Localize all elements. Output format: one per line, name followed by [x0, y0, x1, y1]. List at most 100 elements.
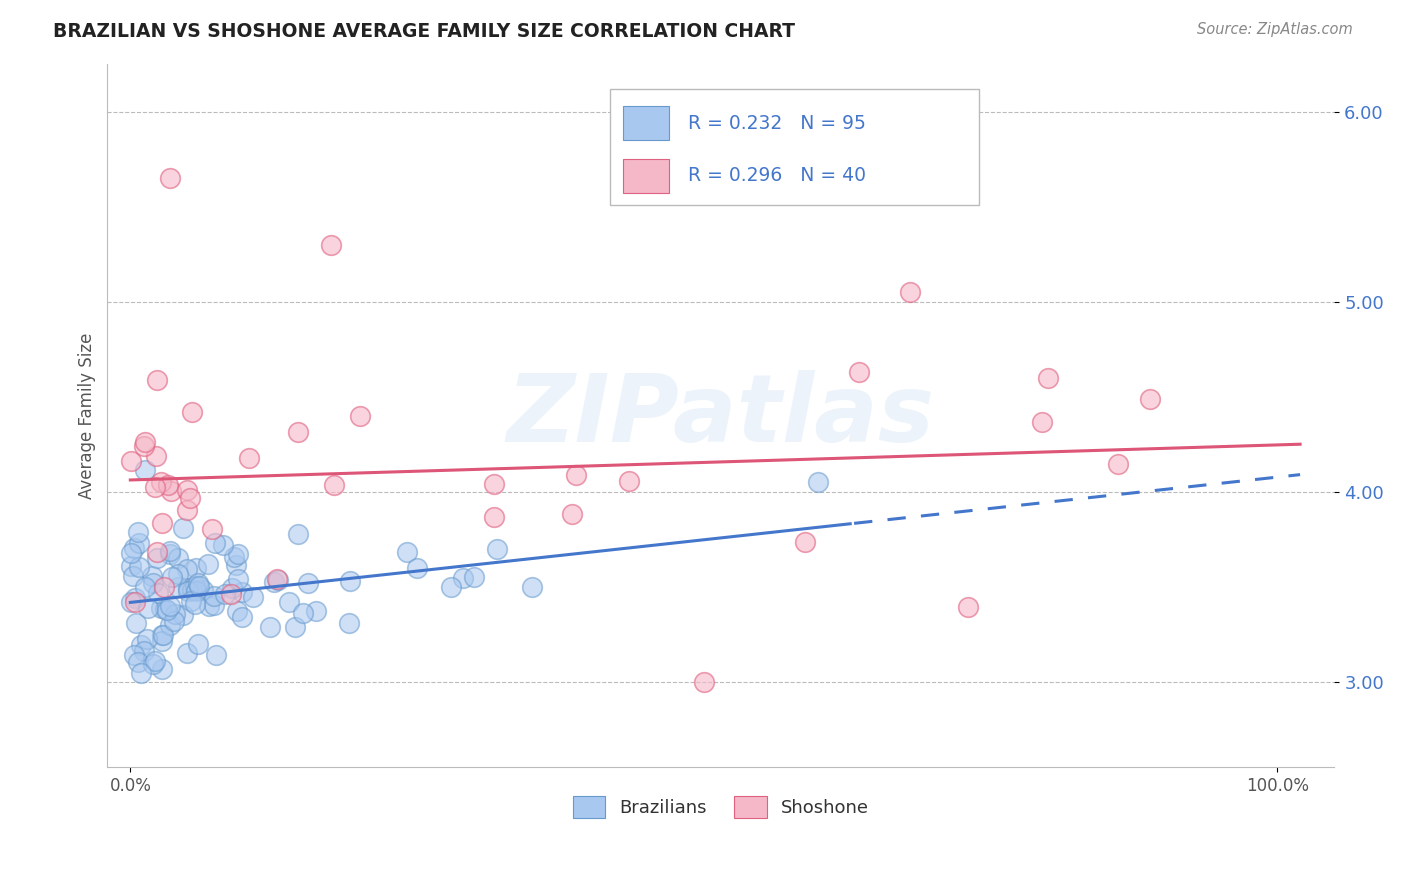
Point: [451, 571, 474, 585]
Point: [186, 584, 208, 599]
Point: [134, 462, 156, 476]
Point: [482, 509, 505, 524]
Point: [197, 557, 219, 571]
Point: [224, 549, 246, 564]
Point: [305, 604, 328, 618]
Point: [297, 576, 319, 591]
Point: [263, 574, 285, 589]
Point: [129, 638, 152, 652]
Point: [179, 491, 201, 505]
Point: [1036, 370, 1059, 384]
Point: [176, 483, 198, 498]
Point: [287, 527, 309, 541]
Point: [121, 454, 143, 468]
Point: [127, 655, 149, 669]
Point: [693, 674, 716, 689]
Point: [124, 591, 146, 606]
Point: [150, 628, 173, 642]
Point: [172, 607, 194, 622]
Point: [226, 548, 249, 562]
Point: [134, 580, 156, 594]
FancyBboxPatch shape: [623, 106, 669, 140]
Point: [125, 616, 148, 631]
Text: ZIPatlas: ZIPatlas: [508, 369, 935, 462]
FancyBboxPatch shape: [623, 159, 669, 193]
Point: [121, 546, 143, 560]
Point: [267, 574, 290, 588]
Point: [184, 597, 207, 611]
Point: [122, 541, 145, 556]
Point: [150, 662, 173, 676]
Point: [176, 503, 198, 517]
Point: [219, 587, 242, 601]
FancyBboxPatch shape: [610, 88, 979, 204]
Point: [121, 595, 143, 609]
Point: [159, 543, 181, 558]
Point: [238, 450, 260, 465]
Point: [136, 632, 159, 646]
Point: [211, 538, 233, 552]
Point: [134, 644, 156, 658]
Point: [898, 285, 921, 299]
Point: [440, 580, 463, 594]
Point: [149, 601, 172, 615]
Point: [142, 575, 165, 590]
Point: [266, 572, 288, 586]
Text: BRAZILIAN VS SHOSHONE AVERAGE FAMILY SIZE CORRELATION CHART: BRAZILIAN VS SHOSHONE AVERAGE FAMILY SIZ…: [53, 22, 796, 41]
Point: [181, 582, 204, 597]
Point: [122, 569, 145, 583]
Text: Source: ZipAtlas.com: Source: ZipAtlas.com: [1197, 22, 1353, 37]
Point: [132, 439, 155, 453]
Point: [323, 477, 346, 491]
Point: [146, 373, 169, 387]
Point: [287, 425, 309, 439]
Point: [172, 520, 194, 534]
Point: [159, 617, 181, 632]
Point: [187, 576, 209, 591]
Point: [150, 634, 173, 648]
Point: [163, 614, 186, 628]
Point: [1107, 458, 1129, 472]
Point: [794, 534, 817, 549]
Point: [181, 405, 204, 419]
Point: [242, 590, 264, 604]
Point: [617, 475, 640, 489]
Point: [121, 559, 143, 574]
Point: [177, 584, 200, 599]
Point: [146, 585, 169, 599]
Point: [128, 536, 150, 550]
Point: [225, 558, 247, 572]
Point: [339, 574, 361, 588]
Point: [186, 582, 208, 597]
Point: [167, 566, 190, 581]
Point: [231, 585, 253, 599]
Point: [561, 508, 583, 522]
Point: [191, 582, 214, 597]
Point: [406, 560, 429, 574]
Point: [565, 467, 588, 482]
Text: R = 0.296   N = 40: R = 0.296 N = 40: [688, 167, 866, 186]
Point: [848, 365, 870, 379]
Point: [204, 535, 226, 549]
Point: [128, 560, 150, 574]
Text: R = 0.232   N = 95: R = 0.232 N = 95: [688, 113, 866, 133]
Point: [167, 550, 190, 565]
Point: [160, 569, 183, 583]
Point: [221, 581, 243, 595]
Point: [159, 171, 181, 186]
Point: [956, 599, 979, 614]
Point: [156, 603, 179, 617]
Point: [153, 580, 176, 594]
Point: [198, 599, 221, 613]
Point: [319, 237, 342, 252]
Point: [205, 648, 228, 662]
Point: [131, 665, 153, 680]
Point: [349, 409, 371, 423]
Point: [145, 550, 167, 565]
Point: [159, 547, 181, 561]
Point: [520, 580, 543, 594]
Point: [134, 435, 156, 450]
Point: [486, 541, 509, 556]
Point: [188, 579, 211, 593]
Point: [259, 620, 281, 634]
